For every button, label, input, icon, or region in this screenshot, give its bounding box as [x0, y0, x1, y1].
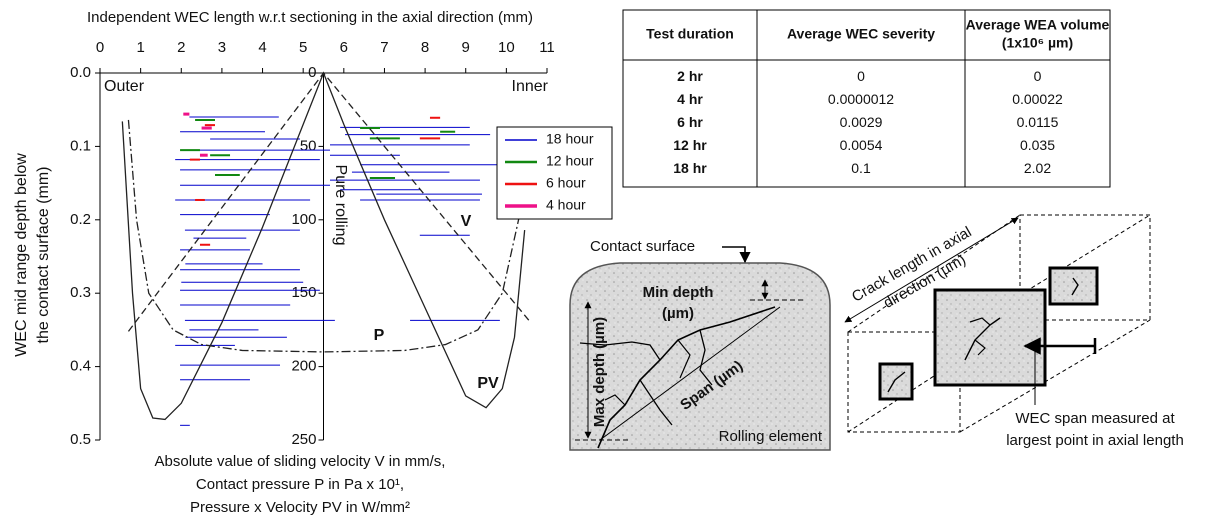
table-cell: 12 hr	[673, 137, 707, 153]
legend-label: 6 hour	[546, 175, 586, 191]
annotation: Pure rolling	[332, 165, 349, 246]
diagram-label: WEC span measured at	[1015, 410, 1175, 427]
x-tick-label: 11	[539, 39, 555, 56]
legend-label: 12 hour	[546, 153, 594, 169]
table-cell: 0.1	[851, 160, 871, 176]
x-tick-label: 6	[340, 39, 348, 56]
x-tick-label: 1	[136, 39, 144, 56]
table-cell: 2 hr	[677, 68, 703, 84]
curve-label: V	[461, 213, 472, 230]
y2-axis-title: Contact pressure P in Pa x 10¹,	[196, 476, 404, 493]
diagram-label: Max depth (µm)	[591, 317, 608, 427]
table-header: (1x10⁶ µm)	[1002, 35, 1073, 51]
y-tick-label: 0.0	[70, 64, 91, 81]
x-tick-label: 3	[218, 39, 226, 56]
legend-label: 4 hour	[546, 197, 586, 213]
x-tick-label: 0	[96, 39, 104, 56]
y-axis-title: the contact surface (mm)	[35, 167, 52, 344]
curve-label: PV	[477, 375, 499, 392]
y2-axis-title: Absolute value of sliding velocity V in …	[155, 453, 446, 470]
y-tick-label: 0.2	[70, 211, 91, 228]
table-cell: 0.0115	[1017, 114, 1059, 130]
x-tick-label: 9	[462, 39, 470, 56]
annotation: Outer	[104, 78, 145, 95]
curve-label: P	[374, 327, 385, 344]
table-cell: 0	[857, 68, 865, 84]
x-tick-label: 5	[299, 39, 307, 56]
y2-axis-title: Pressure x Velocity PV in W/mm²	[190, 499, 410, 516]
table-header: Test duration	[646, 26, 734, 42]
diagram-label: largest point in axial length	[1006, 432, 1184, 449]
legend-label: 18 hour	[546, 131, 594, 147]
y2-tick-label: 100	[291, 211, 316, 228]
table-cell: 2.02	[1024, 160, 1051, 176]
x-tick-label: 4	[258, 39, 266, 56]
table-cell: 18 hr	[673, 160, 707, 176]
x-tick-label: 7	[380, 39, 388, 56]
table-cell: 4 hr	[677, 91, 703, 107]
figure: Independent WEC length w.r.t sectioning …	[0, 0, 1215, 521]
y2-tick-label: 50	[300, 137, 317, 154]
y2-tick-label: 200	[291, 358, 316, 375]
table-cell: 0.00022	[1012, 91, 1063, 107]
diagram-label: Contact surface	[590, 238, 695, 255]
diagram-label: Min depth	[643, 284, 714, 301]
span-diagram	[845, 215, 1150, 432]
curve	[128, 73, 530, 331]
table-cell: 0	[1034, 68, 1042, 84]
table-cell: 0.0000012	[828, 91, 894, 107]
curve	[128, 120, 526, 352]
rolling-element-diagram	[570, 247, 830, 450]
table-cell: 0.0029	[840, 114, 883, 130]
diagram-label: (µm)	[662, 305, 694, 322]
y-tick-label: 0.4	[70, 358, 91, 375]
y-tick-label: 0.1	[70, 137, 91, 154]
y-tick-label: 0.5	[70, 431, 91, 448]
table-cell: 6 hr	[677, 114, 703, 130]
x-tick-label: 8	[421, 39, 429, 56]
y-axis-title: WEC mid range depth below	[13, 153, 30, 357]
x-tick-label: 2	[177, 39, 185, 56]
y2-tick-label: 250	[291, 431, 316, 448]
table-cell: 0.035	[1020, 137, 1055, 153]
table-header: Average WEA volume	[966, 17, 1110, 33]
y2-tick-label: 0	[308, 64, 316, 81]
diagram-label: Rolling element	[719, 428, 823, 445]
annotation: Inner	[512, 78, 549, 95]
y2-tick-label: 150	[291, 284, 316, 301]
table-cell: 0.0054	[840, 137, 883, 153]
x-tick-label: 10	[498, 39, 515, 56]
y-tick-label: 0.3	[70, 284, 91, 301]
table-header: Average WEC severity	[787, 26, 935, 42]
x-axis-title: Independent WEC length w.r.t sectioning …	[87, 9, 533, 26]
